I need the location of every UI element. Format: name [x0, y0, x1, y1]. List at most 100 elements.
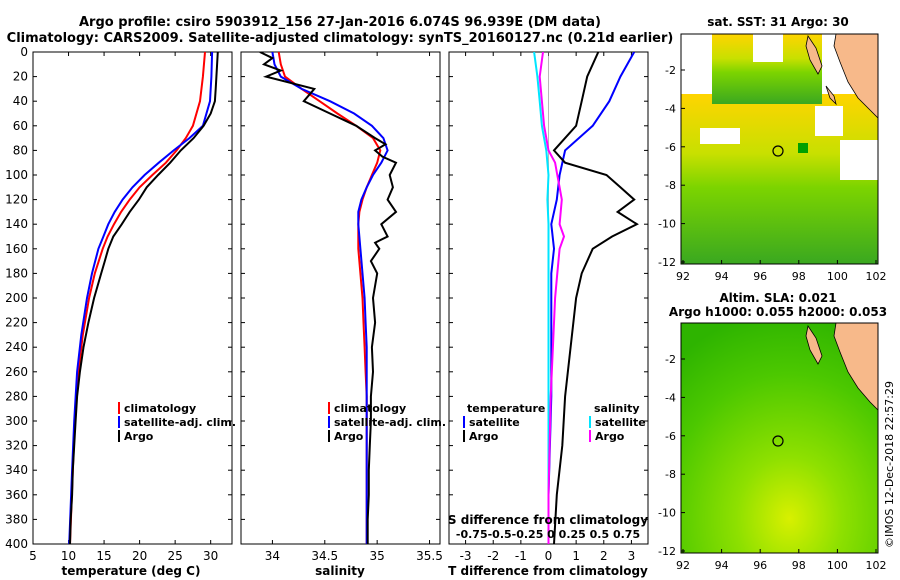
temperature-xlabel: temperature (deg C) [62, 564, 201, 578]
depth-tick-label: 200 [5, 291, 28, 305]
depth-tick-label: 220 [5, 316, 28, 330]
map-x-tick-label: 100 [827, 270, 848, 283]
legend-argo: Argo [124, 430, 154, 443]
difference-xlabel: T difference from climatology [448, 564, 648, 578]
map-y-tick-label: -6 [665, 430, 676, 443]
x-tick-label: 15 [96, 549, 111, 563]
legend-argo: Argo [334, 430, 364, 443]
map-y-tick-label: -4 [665, 391, 676, 404]
legend-satellite-adj: satellite-adj. clim. [124, 416, 236, 429]
temperature-legend: climatology satellite-adj. clim. Argo [118, 402, 236, 443]
map-x-tick-label: 94 [715, 559, 729, 572]
x-tick-label: -1 [515, 549, 527, 563]
difference-series [533, 52, 639, 544]
difference-legend-temperature: temperature satellite Argo [463, 402, 545, 443]
map-y-tick-label: -8 [665, 468, 676, 481]
map-y-tick-label: -8 [665, 179, 676, 192]
depth-tick-label: 180 [5, 266, 28, 280]
series-line-t-satellite [547, 52, 636, 544]
x-tick-label: 34 [265, 549, 280, 563]
x-tick-label: -2 [487, 549, 499, 563]
sst-map [680, 33, 879, 265]
x-tick-label: 30 [203, 549, 218, 563]
legend-climatology: climatology [124, 402, 196, 415]
x-tick-label: 5 [29, 549, 37, 563]
legend-t-satellite: satellite [469, 416, 520, 429]
depth-tick-label: 300 [5, 414, 28, 428]
depth-tick-label: 0 [20, 45, 28, 59]
title-line-2: Climatology: CARS2009. Satellite-adjuste… [7, 31, 674, 46]
depth-tick-label: 140 [5, 217, 28, 231]
salinity-xlabel: salinity [315, 564, 365, 578]
depth-tick-label: 20 [13, 70, 28, 84]
s-difference-ticks: -0.75-0.5-0.25 0 0.25 0.5 0.75 [456, 528, 640, 541]
x-tick-label: 35 [370, 549, 385, 563]
depth-axis: 0 20 40 60 80 100 120 140 160 180 200 220 240 260 280 3… [5, 45, 648, 551]
legend-temperature: temperature [467, 402, 545, 415]
salinity-series [259, 52, 398, 544]
sst-map-title: sat. SST: 31 Argo: 30 [707, 15, 849, 29]
temperature-series [68, 52, 219, 544]
map-x-tick-label: 102 [866, 559, 887, 572]
depth-tick-label: 280 [5, 389, 28, 403]
map-x-tick-label: 94 [715, 270, 729, 283]
depth-tick-label: 240 [5, 340, 28, 354]
legend-salinity: salinity [594, 402, 640, 415]
depth-tick-label: 100 [5, 168, 28, 182]
x-tick-label: 25 [168, 549, 183, 563]
x-tick-label: 10 [61, 549, 76, 563]
map-y-tick-label: -10 [658, 218, 676, 231]
imos-stamp: ©IMOS 12-Dec-2018 22:57:29 [883, 381, 896, 548]
salinity-legend: climatology satellite-adj. clim. Argo [328, 402, 446, 443]
depth-tick-label: 80 [13, 143, 28, 157]
map-x-tick-label: 96 [753, 559, 767, 572]
depth-tick-label: 60 [13, 119, 28, 133]
sst-map-axes: 92 94 96 98 100 102 -2 -4 -6 -8 -10 -12 [658, 64, 886, 283]
map-x-tick-label: 98 [792, 559, 806, 572]
depth-tick-label: 260 [5, 365, 28, 379]
series-line-argo [259, 52, 398, 544]
series-line-argo [69, 52, 219, 544]
argo-position-marker [772, 435, 784, 447]
map-x-tick-label: 98 [792, 270, 806, 283]
depth-tick-label: 400 [5, 537, 28, 551]
depth-tick-label: 160 [5, 242, 28, 256]
x-tick-label: 2 [600, 549, 608, 563]
map-y-tick-label: -12 [658, 545, 676, 558]
map-x-tick-label: 102 [866, 270, 887, 283]
series-line-s-argo [538, 52, 566, 544]
series-line-satellite-adj-clim- [68, 52, 214, 544]
depth-tick-label: 380 [5, 512, 28, 526]
x-axes: 5 10 15 20 25 30 34 34.5 35 35.5 -3 -2 -1 0 1 2 3 [29, 52, 635, 563]
map-y-tick-label: -4 [665, 102, 676, 115]
legend-s-satellite: satellite [595, 416, 646, 429]
map-y-tick-label: -10 [658, 507, 676, 520]
series-line-climatology [69, 52, 206, 544]
map-x-tick-label: 100 [827, 559, 848, 572]
legend-t-argo: Argo [469, 430, 499, 443]
map-y-tick-label: -12 [658, 256, 676, 269]
x-tick-label: 20 [132, 549, 147, 563]
title-line-1: Argo profile: csiro 5903912_156 27-Jan-2… [79, 15, 601, 30]
x-tick-label: -3 [460, 549, 472, 563]
argo-position-marker [772, 145, 784, 157]
s-difference-label: S difference from climatology [448, 513, 648, 527]
legend-satellite-adj: satellite-adj. clim. [334, 416, 446, 429]
map-y-tick-label: -2 [665, 353, 676, 366]
series-line-climatology [277, 52, 382, 544]
sla-map-title-2: Argo h1000: 0.055 h2000: 0.053 [669, 305, 887, 319]
map-x-tick-label: 92 [676, 270, 690, 283]
series-line-s-satellite [533, 52, 550, 544]
legend-s-argo: Argo [595, 430, 625, 443]
depth-tick-label: 360 [5, 488, 28, 502]
depth-tick-label: 320 [5, 439, 28, 453]
x-tick-label: 35.5 [416, 549, 443, 563]
x-tick-label: 1 [572, 549, 580, 563]
sla-map [680, 322, 879, 554]
salinity-panel-frame [240, 51, 441, 545]
legend-climatology: climatology [334, 402, 406, 415]
difference-legend-salinity: salinity satellite Argo [589, 402, 646, 443]
x-tick-label: 0 [545, 549, 553, 563]
